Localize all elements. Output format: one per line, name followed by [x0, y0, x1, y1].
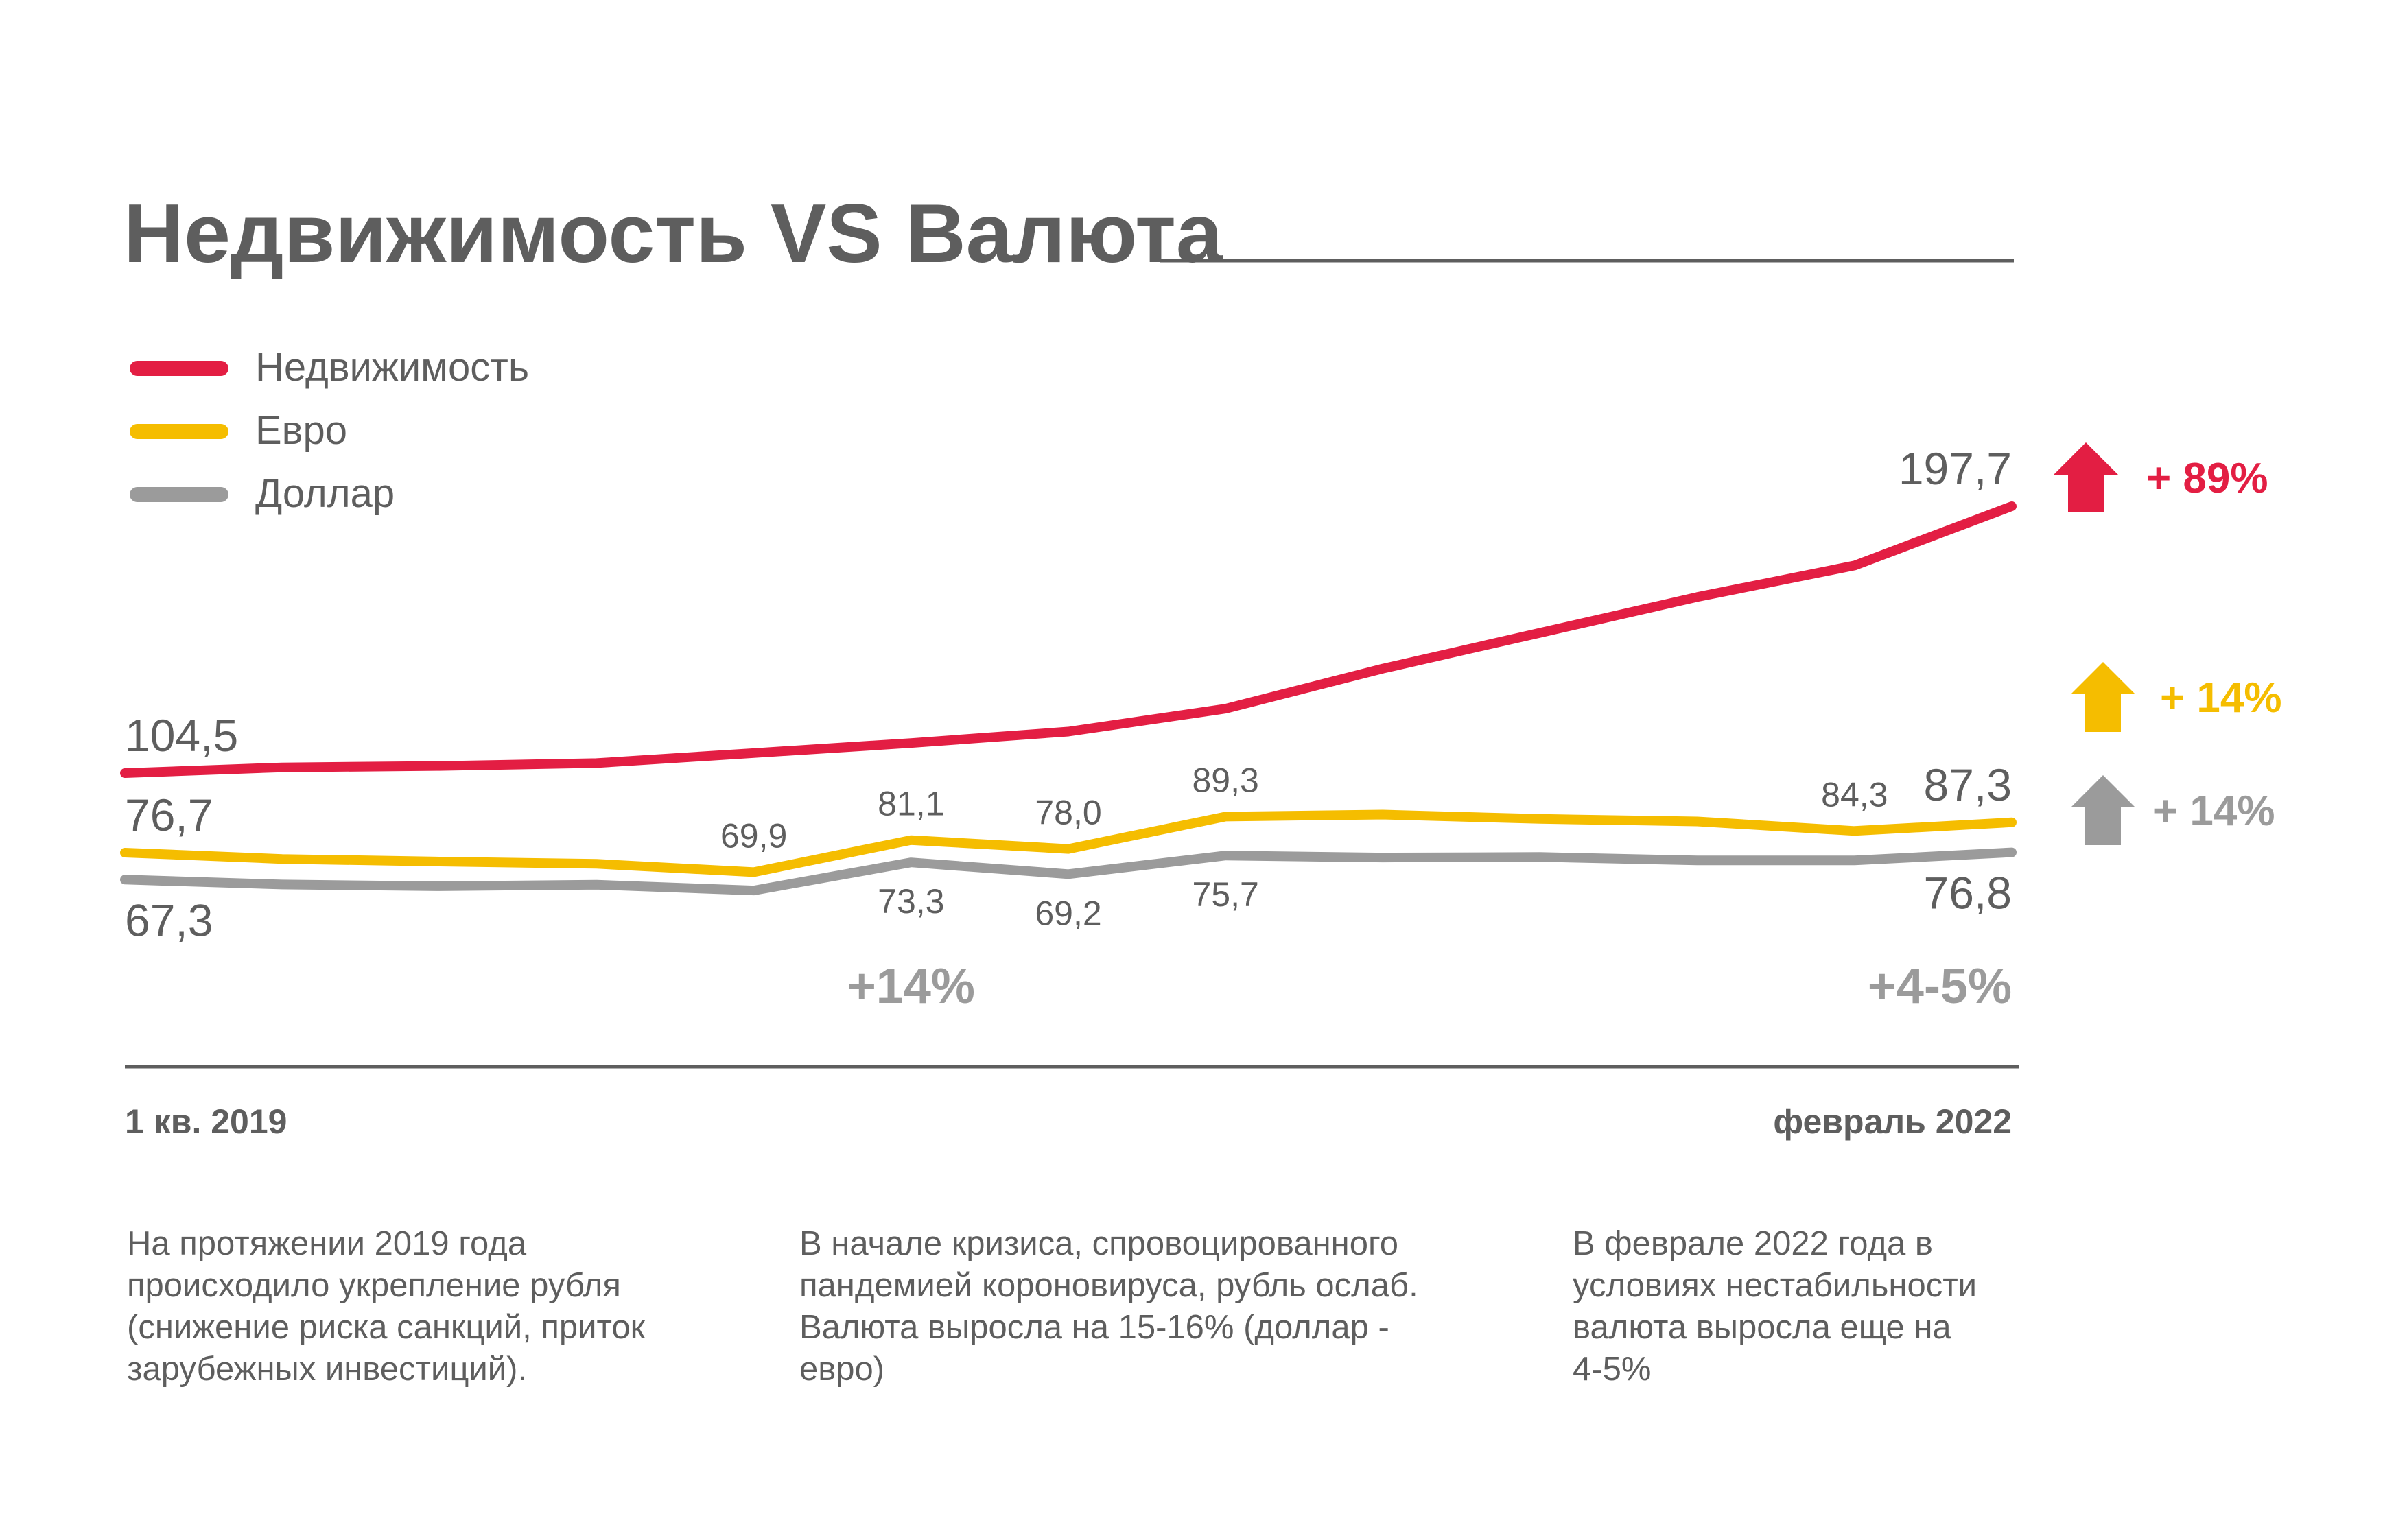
- caption-line: происходило укрепление рубля: [127, 1267, 621, 1304]
- caption-line: евро): [799, 1351, 885, 1388]
- data-label: 89,3: [1193, 761, 1259, 799]
- legend: Недвижимость Евро Доллар: [130, 345, 529, 516]
- growth-annotation: +14%: [847, 959, 975, 1014]
- change-percent: + 89%: [2146, 455, 2268, 502]
- legend-label: Доллар: [255, 471, 395, 516]
- data-label: 76,8: [1924, 868, 2012, 919]
- data-label: 84,3: [1821, 775, 1888, 814]
- data-label: 75,7: [1193, 875, 1259, 914]
- caption-crisis: В начале кризиса, спровоцированного панд…: [799, 1223, 1418, 1390]
- growth-annotation: +4-5%: [1868, 959, 2012, 1014]
- x-start-label: 1 кв. 2019: [125, 1102, 287, 1141]
- series-line-euro: [120, 809, 2017, 877]
- series-lines: [120, 501, 2017, 896]
- caption-line: пандемией короновируса, рубль ослаб.: [799, 1267, 1418, 1304]
- caption-line: условиях нестабильности: [1573, 1267, 1977, 1304]
- caption-2022: В феврале 2022 года в условиях нестабиль…: [1573, 1223, 1977, 1390]
- data-label: 69,2: [1035, 894, 1101, 932]
- series-line-dollar: [120, 847, 2017, 896]
- data-labels: 104,5 197,7 76,7 69,9 81,1 78,0 89,3 84,3 87,3 67…: [125, 443, 2012, 945]
- caption-line: Валюта выросла на 15-16% (доллар -: [799, 1309, 1389, 1346]
- caption-line: На протяжении 2019 года: [127, 1225, 527, 1262]
- legend-label: Недвижимость: [255, 345, 529, 390]
- chart-title: Недвижимость VS Валюта: [124, 187, 1223, 280]
- data-label: 76,7: [125, 790, 213, 840]
- caption-line: В феврале 2022 года в: [1573, 1225, 1933, 1262]
- data-label: 197,7: [1899, 443, 2012, 494]
- up-arrow-icon: [2071, 662, 2135, 732]
- data-label: 78,0: [1035, 794, 1101, 832]
- caption-line: зарубежных инвестиций).: [127, 1351, 528, 1388]
- up-arrow-icon: [2071, 775, 2135, 845]
- data-label: 81,1: [878, 785, 944, 823]
- data-label: 69,9: [720, 816, 787, 855]
- x-end-label: февраль 2022: [1773, 1102, 2012, 1141]
- data-label: 67,3: [125, 895, 213, 945]
- up-arrow-icon: [2054, 442, 2118, 512]
- caption-line: валюта выросла еще на: [1573, 1309, 1951, 1346]
- change-indicators: + 89% + 14% + 14%: [2054, 442, 2282, 845]
- growth-annotations: +14% +4-5%: [847, 959, 2012, 1014]
- caption-line: (снижение риска санкций, приток: [127, 1309, 646, 1346]
- data-label: 73,3: [878, 882, 944, 921]
- change-percent: + 14%: [2153, 787, 2275, 835]
- data-label: 87,3: [1924, 759, 2012, 810]
- data-label: 104,5: [125, 710, 238, 761]
- change-percent: + 14%: [2160, 674, 2282, 722]
- legend-label: Евро: [255, 408, 347, 453]
- series-line-real-estate: [120, 501, 2017, 778]
- caption-2019: На протяжении 2019 года происходило укре…: [127, 1223, 645, 1390]
- caption-line: 4-5%: [1573, 1351, 1652, 1388]
- caption-line: В начале кризиса, спровоцированного: [799, 1225, 1399, 1262]
